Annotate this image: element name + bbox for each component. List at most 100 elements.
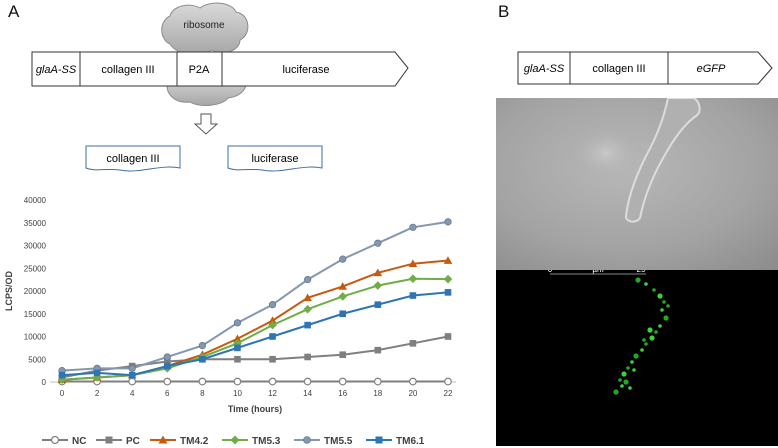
point-tm5-5 [198, 342, 206, 350]
point-tm5-3 [303, 304, 312, 314]
panel-b-label: B [498, 2, 510, 21]
point-nc [373, 377, 382, 386]
product-collagen-iii: collagen III [85, 145, 181, 172]
x-tick-label: 18 [373, 389, 382, 398]
gfp-spot [663, 315, 669, 321]
hypha-shape [624, 98, 701, 223]
gfp-spot [644, 342, 648, 346]
gfp-spot [647, 327, 653, 333]
point-tm6-1 [304, 321, 311, 329]
point-nc [163, 377, 172, 386]
x-tick-label: 8 [200, 389, 205, 398]
y-tick-label: 40000 [24, 196, 47, 205]
point-tm5-3 [57, 375, 67, 385]
point-tm4-2 [338, 282, 348, 290]
point-tm5-5 [444, 218, 452, 226]
point-tm5-5 [233, 319, 242, 327]
gfp-spot [626, 366, 630, 370]
point-tm5-5 [374, 239, 382, 247]
point-nc [444, 377, 452, 386]
point-pc [163, 358, 171, 365]
y-tick-label: 25000 [24, 264, 47, 273]
point-tm5-3 [373, 281, 383, 290]
x-tick-label: 16 [338, 389, 347, 398]
point-tm4-2 [268, 316, 277, 324]
y-tick-label: 10000 [24, 333, 47, 342]
ribosome-label: ribosome [183, 20, 225, 31]
segment-glaA-ss: glaA-SS [36, 64, 77, 76]
gfp-spot [644, 282, 648, 286]
point-tm6-1 [234, 344, 241, 352]
x-tick-label: 2 [95, 389, 100, 398]
construct-arrow-a: glaA-SS collagen III P2A luciferase [31, 51, 409, 87]
point-tm6-1 [128, 371, 136, 379]
point-tm4-2 [408, 259, 418, 267]
point-tm4-2 [233, 334, 242, 343]
point-tm4-2 [303, 293, 312, 302]
brightfield-micrograph [496, 98, 778, 270]
point-tm5-3 [408, 274, 418, 284]
point-nc [338, 377, 347, 386]
svg-text:collagen III: collagen III [106, 153, 159, 165]
point-nc [268, 377, 277, 386]
y-tick-label: 5000 [28, 355, 46, 364]
gfp-spot [649, 335, 655, 341]
point-tm5-3 [443, 274, 453, 284]
gfp-spot [618, 378, 622, 382]
gfp-spot [613, 389, 619, 395]
point-tm5-3 [338, 292, 348, 301]
gfp-spot [633, 353, 639, 359]
svg-text:µm: µm [592, 270, 604, 274]
gfp-spot [628, 386, 632, 390]
point-tm6-1 [444, 289, 452, 296]
x-axis-title: Time (hours) [228, 404, 282, 414]
legend-label-pc: PC [126, 436, 140, 447]
luciferase-line-chart: 0 5000 10000 15000 20000 25000 30000 35000 40000… [4, 196, 456, 447]
point-tm5-3 [92, 373, 102, 382]
gfp-spot [632, 368, 636, 372]
legend-marker-tm5-3 [230, 435, 240, 445]
legend-marker-pc [105, 436, 113, 444]
point-tm5-5 [268, 301, 277, 309]
point-tm6-1 [199, 355, 206, 363]
svg-text:0: 0 [548, 270, 553, 274]
construct-diagram-b: glaA-SS collagen III eGFP [517, 51, 773, 85]
x-tick-label: 20 [408, 389, 417, 398]
point-tm6-1 [409, 292, 417, 299]
legend-label-tm5-3: TM5.3 [252, 436, 281, 447]
segment-glaA-ss-b: glaA-SS [524, 63, 565, 75]
scale-bar: 0 µm 25 [548, 270, 646, 275]
segment-luciferase: luciferase [282, 64, 329, 76]
point-tm5-5 [163, 353, 171, 361]
segment-egfp: eGFP [697, 63, 726, 75]
y-tick-label: 35000 [24, 219, 47, 228]
point-tm6-1 [269, 333, 276, 340]
gfp-spot [654, 330, 658, 334]
gfp-spot [642, 338, 646, 342]
segment-p2a: P2A [189, 64, 210, 76]
series-line-tm6-1 [61, 291, 449, 377]
point-tm6-1 [93, 369, 101, 377]
gfp-spot [623, 379, 629, 385]
y-tick-label: 20000 [24, 287, 47, 296]
x-tick-label: 0 [60, 389, 65, 398]
panel-a-label: A [8, 2, 20, 21]
point-pc [374, 346, 382, 354]
y-tick-label: 30000 [24, 242, 47, 251]
point-nc [198, 377, 207, 386]
down-arrow-icon [193, 113, 219, 135]
x-tick-label: 14 [303, 389, 312, 398]
point-nc [233, 377, 242, 386]
point-tm4-2 [443, 256, 453, 264]
legend-label-tm6-1: TM6.1 [396, 436, 425, 447]
series-line-pc [61, 335, 449, 379]
legend-label-tm4-2: TM4.2 [180, 436, 209, 447]
ribosome-upper-icon [161, 2, 249, 56]
x-tick-label: 4 [130, 389, 135, 398]
svg-text:luciferase: luciferase [251, 153, 298, 165]
legend-marker-tm4-2 [158, 435, 168, 444]
svg-text:25: 25 [637, 270, 646, 274]
point-tm6-1 [339, 310, 347, 318]
point-tm6-1 [374, 301, 382, 308]
gfp-spot [660, 308, 664, 312]
